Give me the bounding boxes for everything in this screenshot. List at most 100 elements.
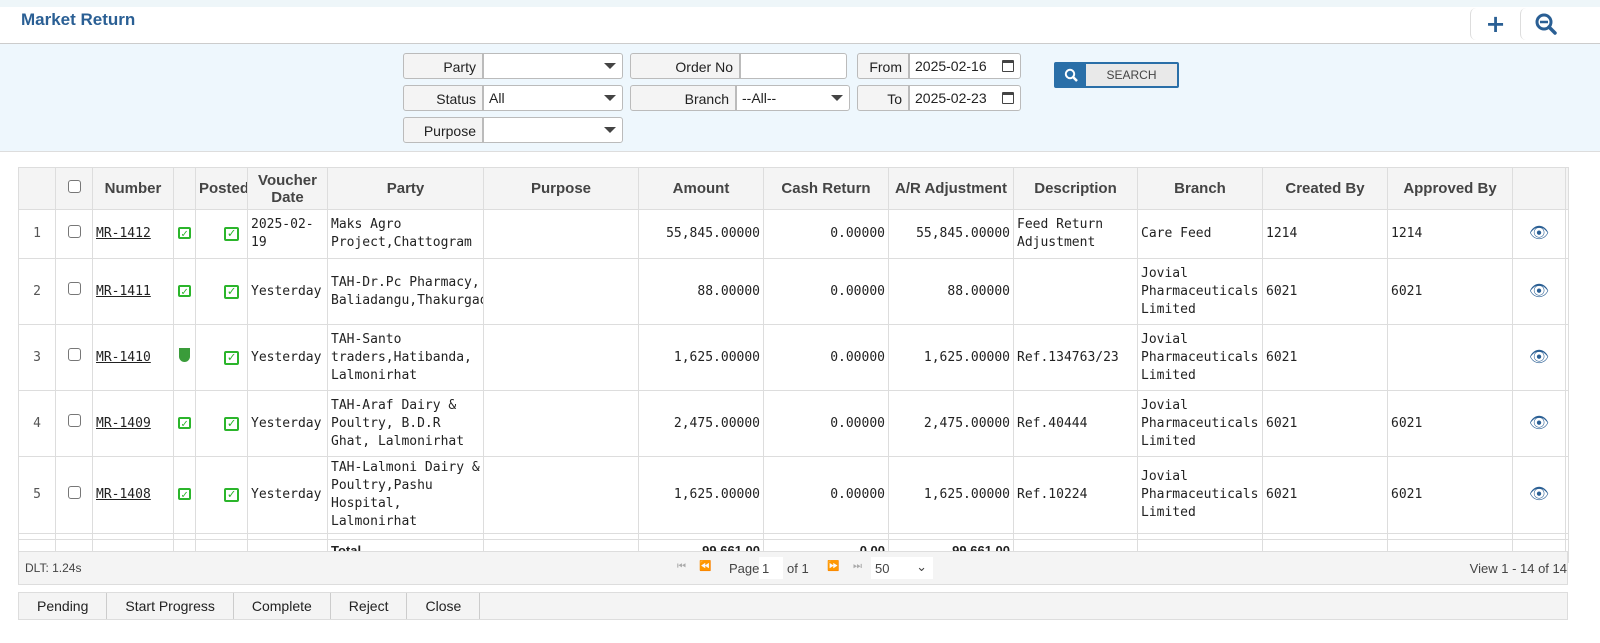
col-rownum (18, 167, 56, 210)
extra-cell (1565, 258, 1569, 325)
branch-select[interactable]: --All-- (736, 85, 850, 111)
view-button[interactable]: 👁 (1512, 390, 1566, 457)
party-select[interactable] (483, 53, 623, 79)
row-number: 1 (18, 209, 56, 259)
table-header: Number Posted Voucher Date Party Purpose… (18, 167, 1569, 210)
col-posted[interactable]: Posted (195, 167, 248, 210)
col-purpose[interactable]: Purpose (483, 167, 639, 210)
extra-cell (1565, 456, 1569, 534)
posted-cell: ✓ (195, 324, 248, 391)
party: TAH-Dr.Pc Pharmacy, Baliadangu,Thakurgao… (327, 258, 484, 325)
voucher-number[interactable]: MR-1409 (96, 415, 151, 431)
calendar-icon[interactable] (1002, 92, 1014, 104)
to-date-input[interactable]: 2025-02-23 (909, 85, 1021, 111)
eye-icon: 👁 (1528, 484, 1550, 503)
description: Ref.10224 (1013, 456, 1138, 534)
posted-cell: ✓ (195, 456, 248, 534)
row-checkbox[interactable] (55, 324, 93, 391)
description (1013, 258, 1138, 325)
col-approved-by[interactable]: Approved By (1387, 167, 1513, 210)
search-button[interactable]: SEARCH (1054, 62, 1179, 88)
page-size-select[interactable]: 50 ⌄ (871, 557, 933, 579)
voucher-number[interactable]: MR-1412 (96, 226, 151, 241)
status-select[interactable]: All (483, 85, 623, 111)
voucher-number-link[interactable]: MR-1411 (92, 258, 174, 325)
close-button[interactable]: Close (407, 593, 481, 619)
table-row[interactable]: 3 MR-1410 ✓ Yesterday TAH-Santo traders,… (18, 324, 1569, 391)
purpose-label: Purpose (403, 117, 483, 143)
col-actions (1512, 167, 1566, 210)
row-checkbox[interactable] (55, 258, 93, 325)
col-status (173, 167, 196, 210)
next-page-button[interactable]: ⏩ (827, 561, 840, 572)
voucher-date: Yesterday (247, 390, 328, 457)
table-row[interactable]: 1 MR-1412 ✓ ✓ 2025-02-19 Maks Agro Proje… (18, 209, 1569, 259)
action-bar: Pending Start Progress Complete Reject C… (18, 592, 1568, 620)
view-button[interactable]: 👁 (1512, 324, 1566, 391)
purpose-select[interactable] (483, 117, 623, 143)
row-checkbox[interactable] (55, 390, 93, 457)
row-number: 5 (18, 456, 56, 534)
view-button[interactable]: 👁 (1512, 258, 1566, 325)
voucher-number-link[interactable]: MR-1410 (92, 324, 174, 391)
top-strip (0, 0, 1600, 7)
status-cell: ✓ (173, 456, 196, 534)
row-checkbox[interactable] (55, 209, 93, 259)
complete-button[interactable]: Complete (234, 593, 331, 619)
start-progress-button[interactable]: Start Progress (107, 593, 234, 619)
table-row[interactable]: 2 MR-1411 ✓ ✓ Yesterday TAH-Dr.Pc Pharma… (18, 258, 1569, 325)
col-ar-adjustment[interactable]: A/R Adjustment (888, 167, 1014, 210)
col-voucher-date[interactable]: Voucher Date (247, 167, 328, 210)
zoom-out-button[interactable] (1520, 8, 1570, 40)
table-row[interactable]: 5 MR-1408 ✓ ✓ Yesterday TAH-Lalmoni Dair… (18, 456, 1569, 534)
from-label: From (857, 53, 909, 79)
ar-adjustment: 1,625.00000 (888, 456, 1014, 534)
chevron-down-icon (604, 127, 616, 133)
status-cell (173, 324, 196, 391)
eye-icon: 👁 (1528, 346, 1550, 366)
posted-cell: ✓ (195, 209, 248, 259)
col-number[interactable]: Number (92, 167, 174, 210)
purpose (483, 456, 639, 534)
view-button[interactable]: 👁 (1512, 209, 1566, 259)
branch: Jovial Pharmaceuticals Limited (1137, 258, 1263, 325)
col-party[interactable]: Party (327, 167, 484, 210)
row-checkbox[interactable] (55, 456, 93, 534)
cash-return: 0.00000 (763, 209, 889, 259)
from-date-input[interactable]: 2025-02-16 (909, 53, 1021, 79)
table-row[interactable]: 4 MR-1409 ✓ ✓ Yesterday TAH-Araf Dairy &… (18, 390, 1569, 457)
status-cell: ✓ (173, 209, 196, 259)
pending-button[interactable]: Pending (19, 593, 108, 619)
description: Ref.134763/23 (1013, 324, 1138, 391)
party: TAH-Araf Dairy & Poultry, B.D.R Ghat, La… (327, 390, 484, 457)
prev-page-button[interactable]: ⏪ (699, 561, 712, 572)
party: TAH-Santo traders,Hatibanda, Lalmonirhat (327, 324, 484, 391)
calendar-icon[interactable] (1002, 60, 1014, 72)
voucher-date: Yesterday (247, 258, 328, 325)
chevron-down-icon (831, 95, 843, 101)
page-input[interactable]: 1 (759, 557, 783, 579)
market-return-table: Number Posted Voucher Date Party Purpose… (18, 167, 1569, 563)
voucher-number-link[interactable]: MR-1408 (92, 456, 174, 534)
voucher-number-link[interactable]: MR-1409 (92, 390, 174, 457)
description: Ref.40444 (1013, 390, 1138, 457)
select-all-checkbox[interactable] (55, 167, 93, 210)
col-description[interactable]: Description (1013, 167, 1138, 210)
col-created-by[interactable]: Created By (1262, 167, 1388, 210)
view-button[interactable]: 👁 (1512, 456, 1566, 534)
voucher-number[interactable]: MR-1408 (96, 487, 151, 502)
voucher-number[interactable]: MR-1411 (96, 283, 151, 299)
col-amount[interactable]: Amount (638, 167, 764, 210)
voucher-number-link[interactable]: MR-1412 (92, 209, 174, 259)
party: TAH-Lalmoni Dairy & Poultry,Pashu Hospit… (327, 456, 484, 534)
col-cash-return[interactable]: Cash Return (763, 167, 889, 210)
order-no-input[interactable] (740, 53, 847, 79)
first-page-button[interactable]: ⏮ (677, 561, 686, 572)
col-branch[interactable]: Branch (1137, 167, 1263, 210)
cash-return: 0.00000 (763, 258, 889, 325)
reject-button[interactable]: Reject (331, 593, 408, 619)
add-button[interactable]: + (1470, 8, 1520, 40)
last-page-button[interactable]: ⏭ (853, 561, 862, 572)
approved-by: 1214 (1387, 209, 1513, 259)
voucher-number[interactable]: MR-1410 (96, 349, 151, 365)
